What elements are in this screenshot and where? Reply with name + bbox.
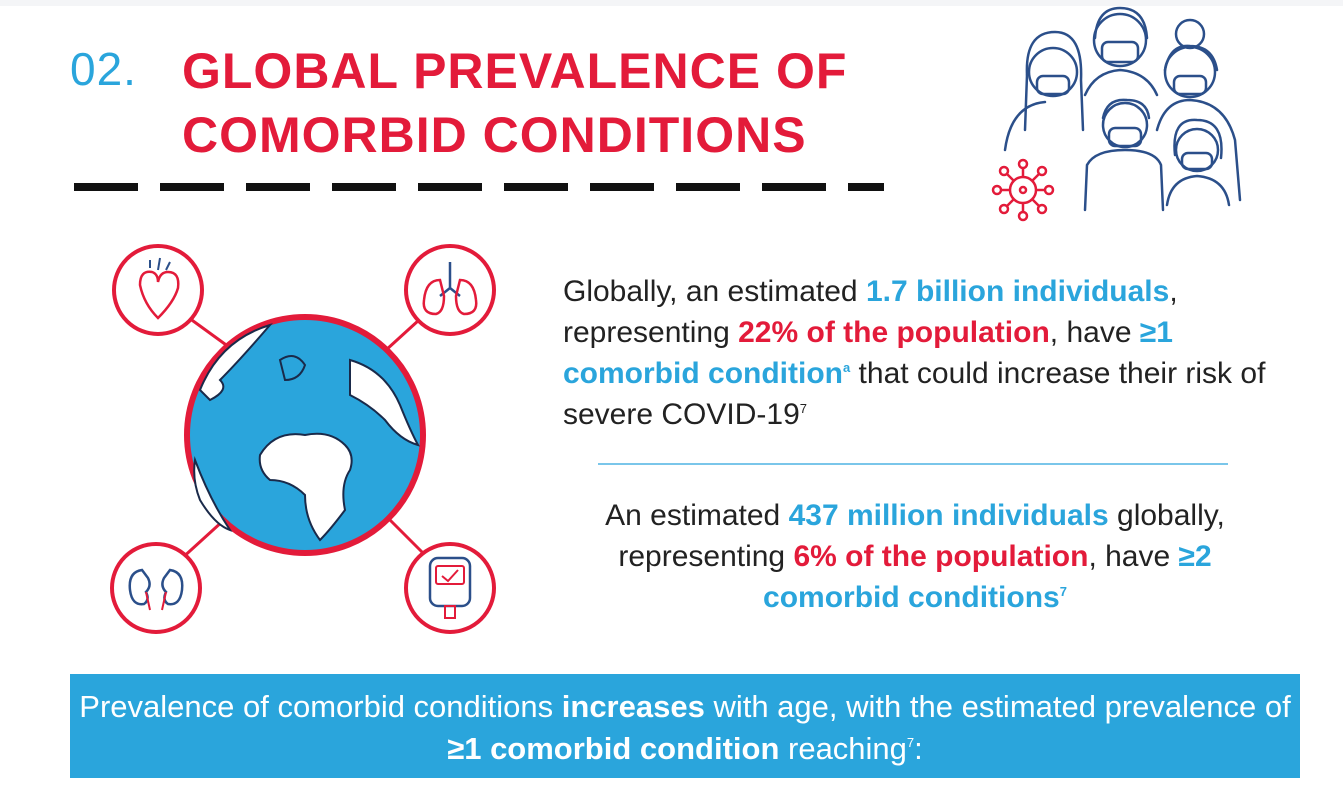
kidneys-icon (110, 542, 202, 634)
virus-icon (991, 158, 1055, 222)
age-prevalence-banner: Prevalence of comorbid conditions increa… (70, 674, 1300, 778)
lungs-icon (404, 244, 496, 336)
title-line-1: GLOBAL PREVALENCE OF (182, 43, 848, 99)
globe-icon (184, 314, 426, 556)
top-strip (0, 0, 1343, 6)
prevalence-paragraph-1: Globally, an estimated 1.7 billion indiv… (563, 275, 1266, 431)
heart-icon (112, 244, 204, 336)
glucose-meter-icon (404, 542, 496, 634)
divider-line (598, 463, 1228, 465)
globe-organs-graphic (110, 244, 496, 634)
prevalence-paragraph-2: An estimated 437 million individuals glo… (605, 499, 1225, 614)
title-line-2: COMORBID CONDITIONS (182, 107, 807, 163)
masked-people-icon (991, 6, 1242, 222)
dashed-divider (74, 183, 884, 191)
section-number: 02. (70, 43, 137, 95)
